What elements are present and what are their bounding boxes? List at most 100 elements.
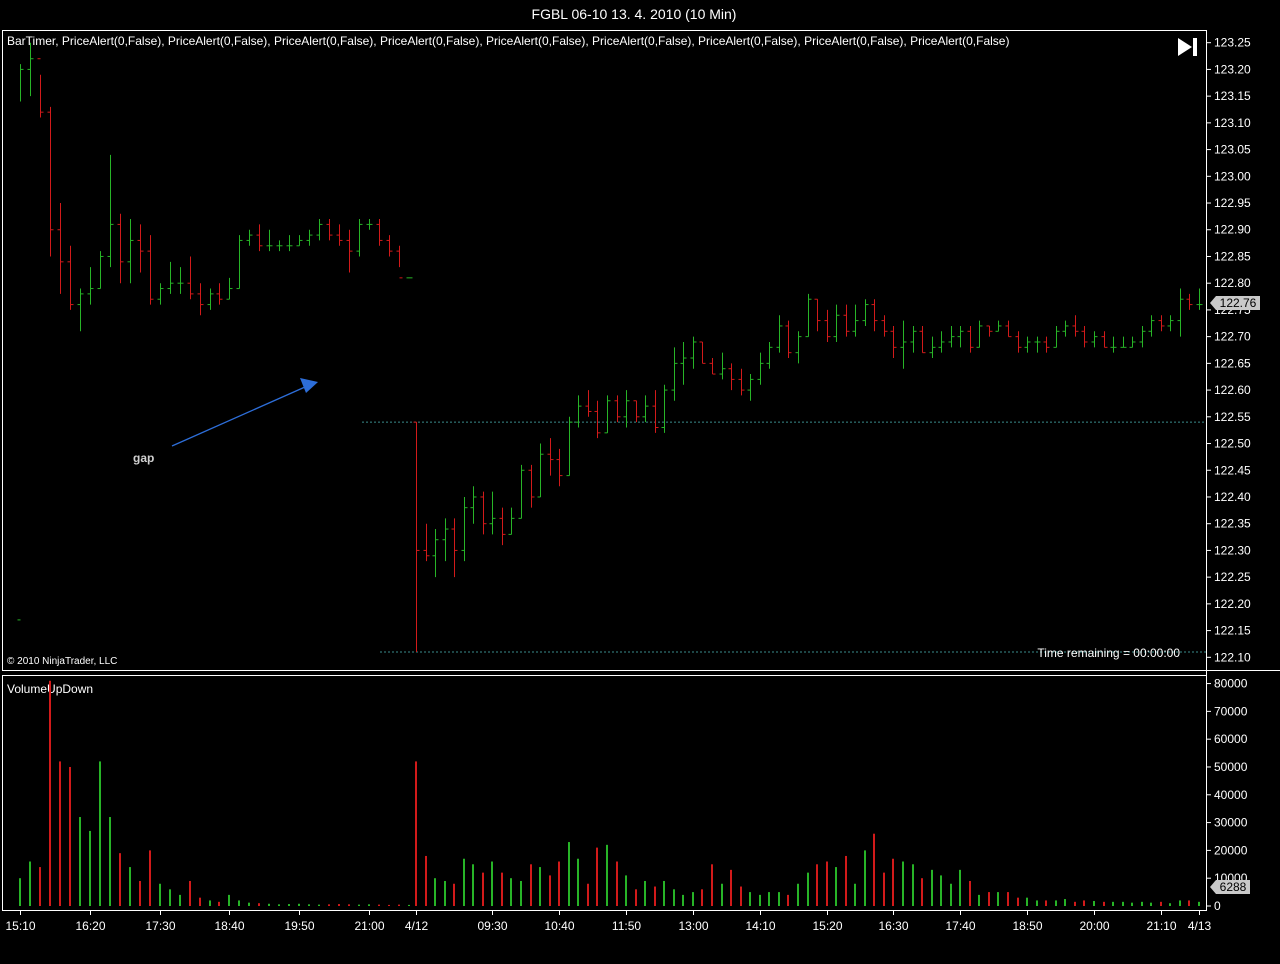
- volume-bar: [845, 855, 847, 906]
- ohlc-bar: [87, 267, 94, 305]
- volume-bar: [189, 880, 191, 906]
- volume-bar: [425, 855, 427, 906]
- ohlc-bar: [67, 245, 74, 310]
- time-axis: 15:10 16:20 17:30 18:40 19:50 21:00 4/12 09:30 1…: [5, 910, 1212, 933]
- ohlc-bar: [871, 299, 878, 332]
- price-tick-label: 123.25: [1214, 36, 1251, 50]
- volume-bar: [988, 892, 990, 906]
- ohlc-bar: [862, 299, 869, 326]
- ohlc-bar: [995, 320, 1002, 332]
- volume-bar: [408, 904, 410, 906]
- ohlc-bar: [1005, 320, 1012, 338]
- volume-bar: [730, 869, 732, 906]
- ohlc-bar: [37, 58, 44, 118]
- volume-series: [19, 680, 1200, 906]
- volume-bar: [444, 880, 446, 906]
- time-tick-label: 21:10: [1146, 919, 1176, 933]
- ohlc-bar: [1043, 336, 1050, 353]
- volume-bar: [278, 904, 280, 906]
- price-tick-label: 122.70: [1214, 330, 1251, 344]
- volume-bar: [434, 878, 436, 906]
- volume-tick-label: 0: [1214, 899, 1221, 913]
- ohlc-series: [17, 42, 1203, 652]
- volume-bar: [539, 867, 541, 906]
- ohlc-bar: [757, 352, 764, 385]
- volume-tick-label: 70000: [1214, 704, 1248, 718]
- ohlc-bar: [795, 331, 802, 364]
- volume-bar: [902, 861, 904, 906]
- time-tick-label: 17:30: [145, 919, 175, 933]
- svg-text:122.76: 122.76: [1220, 296, 1257, 310]
- volume-bar: [99, 761, 101, 906]
- ohlc-bar: [1177, 288, 1184, 337]
- price-axis: 123.25 123.20 123.15 123.10 123.05 123.00 122.…: [1206, 36, 1251, 664]
- volume-bar: [1160, 901, 1162, 906]
- ohlc-bar: [216, 283, 223, 305]
- time-tick-label: 15:20: [812, 919, 842, 933]
- ohlc-bar: [306, 229, 313, 246]
- ohlc-bar: [766, 341, 773, 369]
- volume-axis: 8000070000600005000040000300002000010000…: [1206, 677, 1248, 913]
- volume-bar: [318, 904, 320, 906]
- ohlc-bar: [709, 358, 716, 375]
- volume-bar: [816, 864, 818, 906]
- volume-bar: [997, 892, 999, 906]
- volume-bar: [368, 904, 370, 906]
- volume-bar: [218, 901, 220, 906]
- ohlc-bar: [1196, 288, 1203, 310]
- price-tick-label: 122.55: [1214, 410, 1251, 424]
- price-tick-label: 122.65: [1214, 356, 1251, 370]
- ohlc-bar: [614, 395, 621, 423]
- volume-bar: [701, 889, 703, 906]
- volume-bar: [29, 861, 31, 906]
- volume-bar: [1036, 900, 1038, 906]
- time-tick-label: 13:00: [678, 919, 708, 933]
- ohlc-bar: [776, 315, 783, 353]
- ohlc-bar: [1034, 336, 1041, 353]
- ohlc-bar: [1167, 315, 1174, 332]
- volume-bar: [530, 864, 532, 906]
- ohlc-bar: [1148, 315, 1155, 337]
- ohlc-bar: [967, 325, 974, 353]
- volume-bar: [1198, 901, 1200, 906]
- ohlc-bar: [824, 309, 831, 342]
- gap-label: gap: [133, 451, 154, 465]
- volume-bar: [1026, 897, 1028, 906]
- ohlc-bar: [356, 219, 363, 257]
- volume-bar: [69, 766, 71, 906]
- ohlc-bar: [432, 529, 439, 578]
- volume-bar: [787, 894, 789, 906]
- volume-bar: [978, 894, 980, 906]
- volume-tick-label: 40000: [1214, 788, 1248, 802]
- volume-bar: [673, 889, 675, 906]
- ohlc-bar: [207, 288, 214, 310]
- skip-to-end-icon[interactable]: [1178, 38, 1197, 56]
- ohlc-bar: [167, 261, 174, 294]
- volume-bar: [1179, 900, 1181, 906]
- volume-bar: [749, 892, 751, 906]
- volume-bar: [388, 904, 390, 906]
- volume-bar: [199, 897, 201, 906]
- volume-bar: [587, 883, 589, 906]
- ohlc-bar: [147, 235, 154, 305]
- alert-lines: [362, 421, 1206, 653]
- ohlc-bar: [690, 336, 697, 369]
- volume-bar: [768, 892, 770, 906]
- ohlc-bar: [633, 400, 640, 423]
- ohlc-bar: [1072, 315, 1079, 337]
- ohlc-bar: [671, 347, 678, 401]
- ohlc-bar: [594, 400, 601, 439]
- volume-bar: [209, 900, 211, 906]
- ohlc-bar: [699, 341, 706, 364]
- volume-tick-label: 60000: [1214, 732, 1248, 746]
- ohlc-bar: [890, 325, 897, 359]
- ohlc-bar: [680, 341, 687, 385]
- volume-bar: [759, 894, 761, 906]
- ohlc-bar: [480, 491, 487, 535]
- volume-bar: [797, 883, 799, 906]
- volume-bar: [721, 883, 723, 906]
- arrow-head-icon: [300, 378, 318, 393]
- ohlc-bar: [316, 219, 323, 241]
- volume-bar: [1017, 897, 1019, 906]
- time-tick-label: 09:30: [477, 919, 507, 933]
